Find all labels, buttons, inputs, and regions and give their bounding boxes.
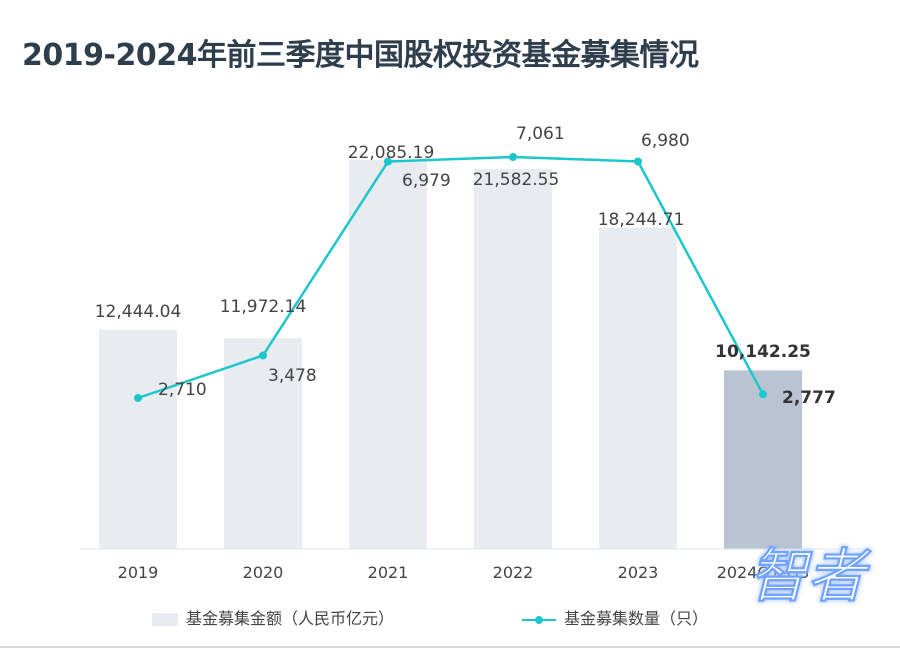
line-point xyxy=(759,390,767,399)
line-point xyxy=(259,351,267,360)
bar-value-label: 10,142.25 xyxy=(715,342,811,362)
legend-bar-swatch xyxy=(152,613,178,626)
line-value-label: 7,061 xyxy=(516,124,565,144)
watermark-logo: 智者 xyxy=(748,541,872,611)
line-value-label: 6,979 xyxy=(402,171,451,191)
chart-title: 2019-2024年前三季度中国股权投资基金募集情况 xyxy=(22,38,699,73)
svg-text:智者: 智者 xyxy=(749,542,871,610)
line-point xyxy=(634,157,642,166)
bar xyxy=(599,227,677,550)
legend-line-swatch xyxy=(522,613,556,626)
bar-value-label: 21,582.55 xyxy=(473,170,560,190)
bottom-divider xyxy=(0,646,900,648)
bar-value-label: 11,972.14 xyxy=(220,297,307,317)
x-tick-label: 2019 xyxy=(118,563,159,582)
x-tick-label: 2024Q1-Q3 xyxy=(717,563,810,582)
line-series xyxy=(137,155,765,400)
line-value-label: 2,777 xyxy=(782,388,836,408)
bar xyxy=(474,168,552,549)
line-point xyxy=(134,394,142,402)
legend-item-amount: 基金募集金额（人民币亿元） xyxy=(152,605,394,629)
chart-canvas: 12,444.04 11,972.14 22,085.19 21,582.55 18,2… xyxy=(80,124,860,582)
legend-label-count: 基金募集数量（只） xyxy=(564,609,709,628)
x-tick-label: 2023 xyxy=(618,563,659,582)
legend-label-amount: 基金募集金额（人民币亿元） xyxy=(186,609,395,628)
bar xyxy=(99,329,177,549)
line-value-label: 6,980 xyxy=(641,131,690,151)
line-point xyxy=(384,157,392,166)
line-point xyxy=(509,153,517,161)
bar-value-label: 18,244.71 xyxy=(598,210,685,230)
line-value-label: 2,710 xyxy=(158,380,207,400)
x-tick-label: 2021 xyxy=(368,563,409,582)
x-tick-label: 2022 xyxy=(493,563,534,582)
bar xyxy=(349,160,427,549)
legend-item-count: 基金募集数量（只） xyxy=(522,605,708,629)
bar xyxy=(224,338,302,549)
x-tick-label: 2020 xyxy=(243,563,284,582)
bar-value-label: 12,444.04 xyxy=(95,302,182,322)
bar-value-label: 22,085.19 xyxy=(348,143,435,163)
bar xyxy=(724,370,802,549)
line-value-label: 3,478 xyxy=(268,366,317,386)
